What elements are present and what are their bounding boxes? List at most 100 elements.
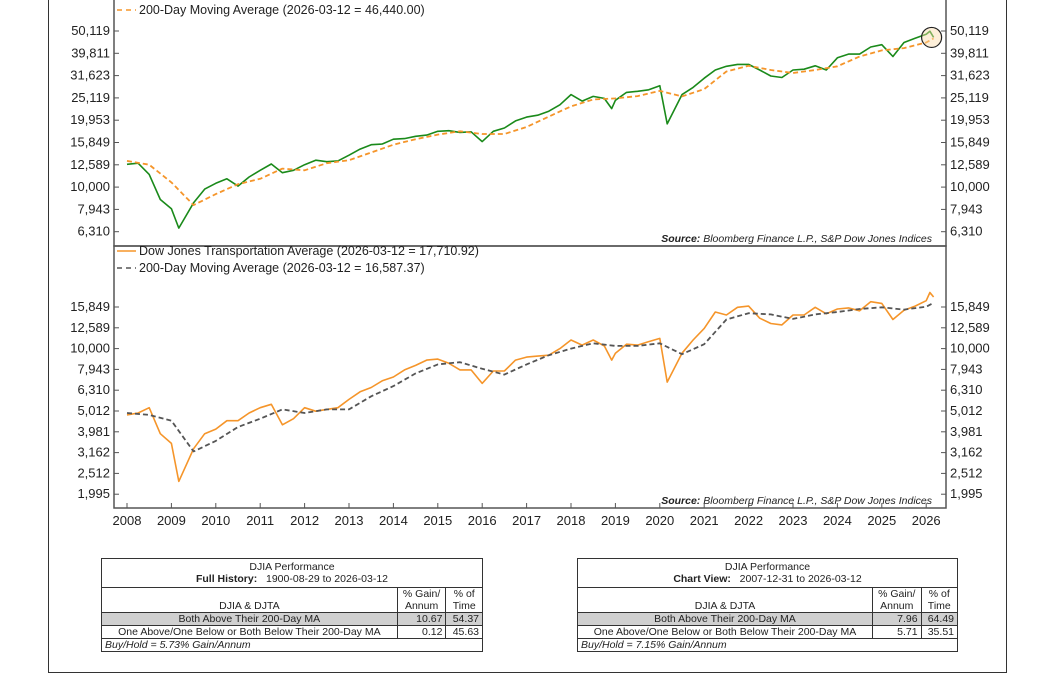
- y-tick-label-left: 12,589: [70, 157, 110, 172]
- y-tick-label-right: 15,849: [950, 135, 990, 150]
- table-row: One Above/One Below or Both Below Their …: [101, 625, 483, 639]
- panel-1: 6,310 6,310 7,943 7,943 10,000 10,000 12,589 12…: [70, 0, 990, 247]
- plot-area: [113, 0, 947, 247]
- column-header-label: DJIA & DJTA: [101, 587, 398, 613]
- panel-2: 1,995 1,995 2,512 2,512 3,162 3,162 3,981 3,981…: [70, 244, 990, 528]
- gain-header-l1: % Gain/: [402, 588, 441, 600]
- table-row: Both Above Their 200-Day MA 10.67 54.37: [101, 612, 483, 626]
- source-note: Source: Bloomberg Finance L.P., S&P Dow …: [661, 233, 933, 245]
- y-tick-label-left: 39,811: [71, 45, 110, 60]
- y-tick-label-left: 7,943: [77, 361, 110, 376]
- y-tick-label-left: 3,981: [77, 424, 110, 439]
- source-text: Bloomberg Finance L.P., S&P Dow Jones In…: [703, 233, 933, 245]
- x-tick-label: 2020: [645, 513, 674, 528]
- range-label: Full History:: [195, 573, 258, 585]
- x-tick-label: 2017: [512, 513, 541, 528]
- y-tick-label-left: 10,000: [70, 179, 110, 194]
- range-label: Chart View:: [673, 573, 731, 585]
- y-tick-label-left: 31,623: [70, 68, 110, 83]
- y-tick-label-left: 19,953: [70, 112, 110, 127]
- table-header: DJIA Performance Full History: 1900-08-2…: [101, 558, 483, 588]
- x-tick-label: 2014: [379, 513, 408, 528]
- y-tick-label-right: 10,000: [950, 341, 990, 356]
- last-value-highlight: [920, 26, 943, 49]
- gain-header-l2: Annum: [880, 600, 914, 612]
- row-label: One Above/One Below or Both Below Their …: [101, 625, 398, 639]
- x-tick-label: 2021: [690, 513, 719, 528]
- outer-frame: [48, 0, 1007, 673]
- y-tick-label-right: 7,943: [950, 361, 983, 376]
- x-tick-label: 2025: [867, 513, 896, 528]
- y-tick-label-left: 10,000: [70, 341, 110, 356]
- y-tick-label-left: 15,849: [70, 299, 110, 314]
- y-tick-label-left: 5,012: [77, 403, 110, 418]
- source-note: Source: Bloomberg Finance L.P., S&P Dow …: [661, 495, 933, 507]
- x-tick-label: 2009: [157, 513, 186, 528]
- row-gain: 10.67: [396, 612, 447, 626]
- performance-table-chart-view: DJIA Performance Chart View: 2007-12-31 …: [577, 558, 959, 652]
- y-tick-label-left: 3,162: [77, 445, 110, 460]
- y-tick-label-right: 39,811: [950, 45, 989, 60]
- row-time: 35.51: [920, 625, 959, 639]
- y-tick-label-right: 6,310: [950, 224, 983, 239]
- source-text: Bloomberg Finance L.P., S&P Dow Jones In…: [703, 495, 933, 507]
- gain-header-l2: Annum: [404, 600, 439, 612]
- row-label: Both Above Their 200-Day MA: [101, 612, 398, 626]
- row-time: 54.37: [445, 612, 483, 626]
- legend-label: 200-Day Moving Average (2026-03-12 = 16,…: [139, 261, 425, 275]
- range-value: 1900-08-29 to 2026-03-12: [266, 573, 389, 585]
- table-title: DJIA Performance: [724, 561, 811, 573]
- legend-label: Dow Jones Transportation Average (2026-0…: [139, 244, 479, 258]
- table-header: DJIA Performance Chart View: 2007-12-31 …: [577, 558, 958, 588]
- row-gain: 5.71: [871, 625, 922, 639]
- time-header-l1: % of: [928, 588, 950, 600]
- column-header-time: % of Time: [920, 587, 959, 613]
- table-row: Both Above Their 200-Day MA 7.96 64.49: [577, 612, 959, 626]
- moving-average-line: [126, 302, 935, 453]
- x-tick-label: 2018: [557, 513, 586, 528]
- source-label: Source:: [661, 233, 703, 245]
- y-tick-label-right: 3,981: [950, 424, 983, 439]
- row-time: 64.49: [920, 612, 959, 626]
- moving-average-line: [126, 37, 935, 206]
- time-header-l2: Time: [452, 600, 476, 612]
- row-gain: 7.96: [871, 612, 922, 626]
- y-tick-label-right: 50,119: [950, 23, 989, 38]
- source-label: Source:: [661, 495, 703, 507]
- range-value: 2007-12-31 to 2026-03-12: [739, 573, 862, 585]
- column-header-label: DJIA & DJTA: [577, 587, 873, 613]
- x-tick-label: 2026: [912, 513, 941, 528]
- y-tick-label-right: 2,512: [950, 465, 983, 480]
- time-header-l2: Time: [927, 600, 951, 612]
- x-tick-label: 2008: [113, 513, 142, 528]
- row-time: 45.63: [445, 625, 483, 639]
- y-tick-label-left: 2,512: [77, 465, 110, 480]
- column-header-gain: % Gain/Annum: [871, 587, 922, 613]
- y-tick-label-right: 5,012: [950, 403, 983, 418]
- performance-table-full-history: DJIA Performance Full History: 1900-08-2…: [101, 558, 483, 652]
- x-tick-label: 2022: [734, 513, 763, 528]
- column-header-gain: % Gain/Annum: [396, 587, 447, 613]
- y-tick-label-right: 12,589: [950, 320, 990, 335]
- x-tick-label: 2023: [779, 513, 808, 528]
- x-tick-label: 2010: [201, 513, 230, 528]
- plot-area: [113, 245, 947, 509]
- y-tick-label-right: 10,000: [950, 179, 990, 194]
- y-tick-label-right: 3,162: [950, 445, 983, 460]
- x-tick-label: 2013: [335, 513, 364, 528]
- index-line: [126, 291, 935, 483]
- y-tick-label-right: 15,849: [950, 299, 990, 314]
- time-header-l1: % of: [453, 588, 475, 600]
- x-tick-label: 2012: [290, 513, 319, 528]
- y-tick-label-right: 25,119: [950, 90, 989, 105]
- y-tick-label-left: 12,589: [70, 320, 110, 335]
- y-tick-label-right: 31,623: [950, 68, 990, 83]
- x-tick-label: 2011: [246, 513, 274, 528]
- y-tick-label-left: 25,119: [71, 90, 110, 105]
- row-label: Both Above Their 200-Day MA: [577, 612, 873, 626]
- x-tick-label: 2019: [601, 513, 630, 528]
- legend-label: 200-Day Moving Average (2026-03-12 = 46,…: [139, 3, 425, 17]
- y-tick-label-left: 6,310: [77, 224, 110, 239]
- y-tick-label-left: 7,943: [77, 201, 110, 216]
